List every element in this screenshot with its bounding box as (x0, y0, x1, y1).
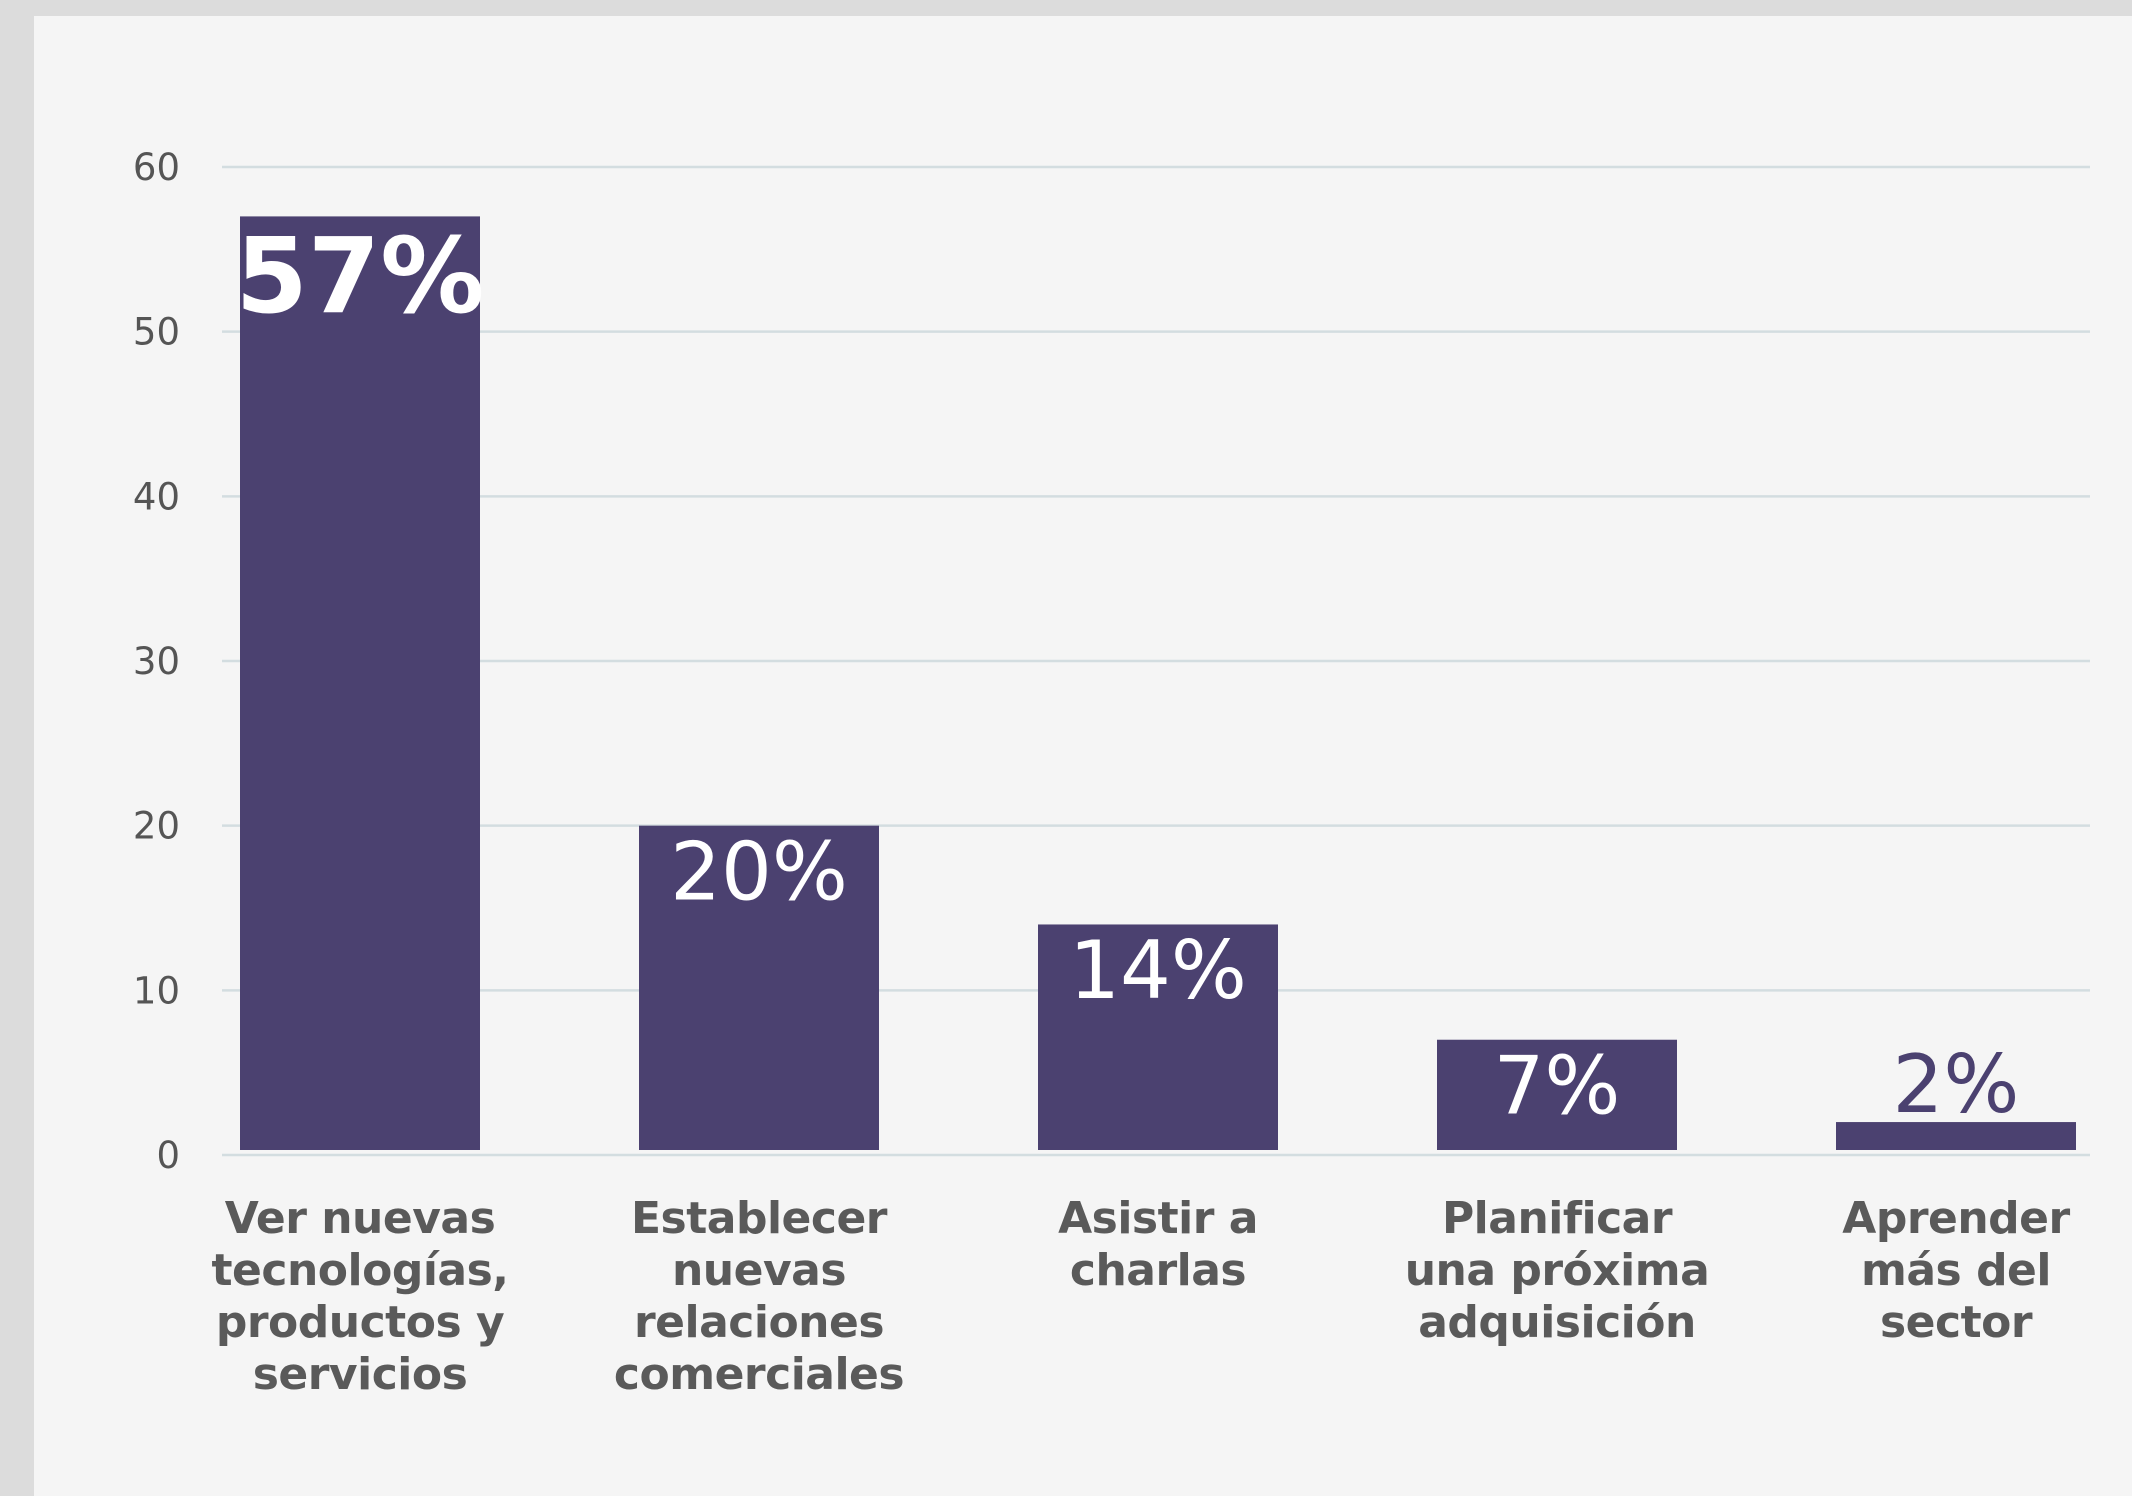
bar-4 (1437, 1039, 1677, 1150)
y-tick-label: 20 (133, 805, 180, 848)
x-category-label: Asistir a charlas (1058, 1193, 1258, 1296)
bar-3 (1038, 924, 1278, 1150)
y-tick-label: 50 (133, 311, 180, 354)
bar-data-label: 20% (670, 825, 848, 918)
bar-1 (240, 216, 480, 1150)
bar-data-label: 7% (1494, 1039, 1621, 1132)
x-category-label: Ver nuevas tecnologías, productos y serv… (211, 1193, 510, 1400)
bar-data-label: 2% (1893, 1038, 2020, 1131)
bar-2 (639, 825, 879, 1150)
x-category-label: Planificar una próxima adquisición (1404, 1193, 1710, 1348)
bar-5 (1836, 1122, 2076, 1150)
y-tick-label: 10 (133, 969, 180, 1012)
y-tick-label: 40 (133, 475, 180, 518)
y-tick-label: 30 (133, 640, 180, 683)
y-tick-label: 60 (133, 146, 180, 189)
y-tick-label: 0 (156, 1134, 180, 1177)
x-category-label: Aprender más del sector (1842, 1193, 2070, 1348)
x-category-label: Establecer nuevas relaciones comerciales (613, 1193, 905, 1400)
bar-data-label: 57% (236, 215, 485, 337)
bar-data-label: 14% (1069, 924, 1247, 1017)
